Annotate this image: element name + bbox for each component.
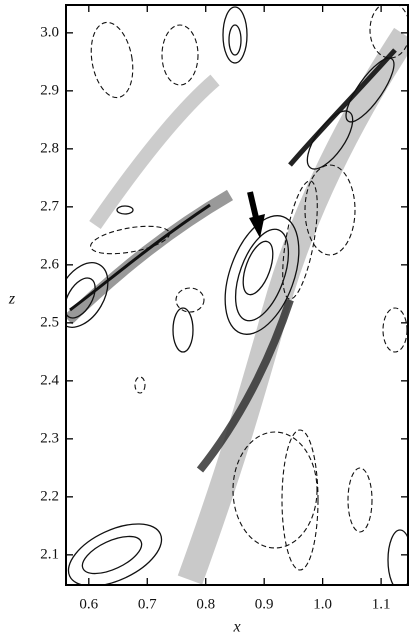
- x-tick-label: 0.9: [255, 596, 274, 612]
- x-tick-label: 0.6: [79, 596, 98, 612]
- x-tick-label: 0.7: [138, 596, 157, 612]
- shaded-band: [89, 74, 220, 229]
- plot-frame: [65, 4, 409, 586]
- y-tick-label: 2.9: [40, 82, 59, 98]
- x-axis-label: x: [232, 619, 240, 636]
- dashed-contours: [90, 5, 408, 571]
- shaded-core: [69, 203, 211, 312]
- shaded-core: [196, 298, 294, 473]
- y-tick-label: 2.5: [40, 314, 59, 330]
- y-tick-label: 2.4: [40, 372, 59, 388]
- contour-field: [66, 5, 408, 585]
- shaded-core: [288, 48, 397, 167]
- solid-contours: [66, 6, 408, 585]
- x-tick-label: 1.1: [372, 596, 391, 612]
- y-tick-label: 2.2: [40, 488, 59, 504]
- y-tick-label: 2.3: [40, 430, 59, 446]
- y-tick-label: 3.0: [40, 24, 59, 40]
- y-tick-label: 2.8: [40, 140, 59, 156]
- y-tick-label: 2.7: [40, 198, 59, 214]
- x-tick-label: 0.8: [196, 596, 215, 612]
- shaded-band: [177, 27, 408, 585]
- arrow-head: [249, 214, 265, 238]
- y-axis-label: z: [8, 291, 16, 308]
- y-tick-label: 2.6: [40, 256, 59, 272]
- x-tick-label: 1.0: [313, 596, 332, 612]
- y-tick-label: 2.1: [40, 546, 59, 562]
